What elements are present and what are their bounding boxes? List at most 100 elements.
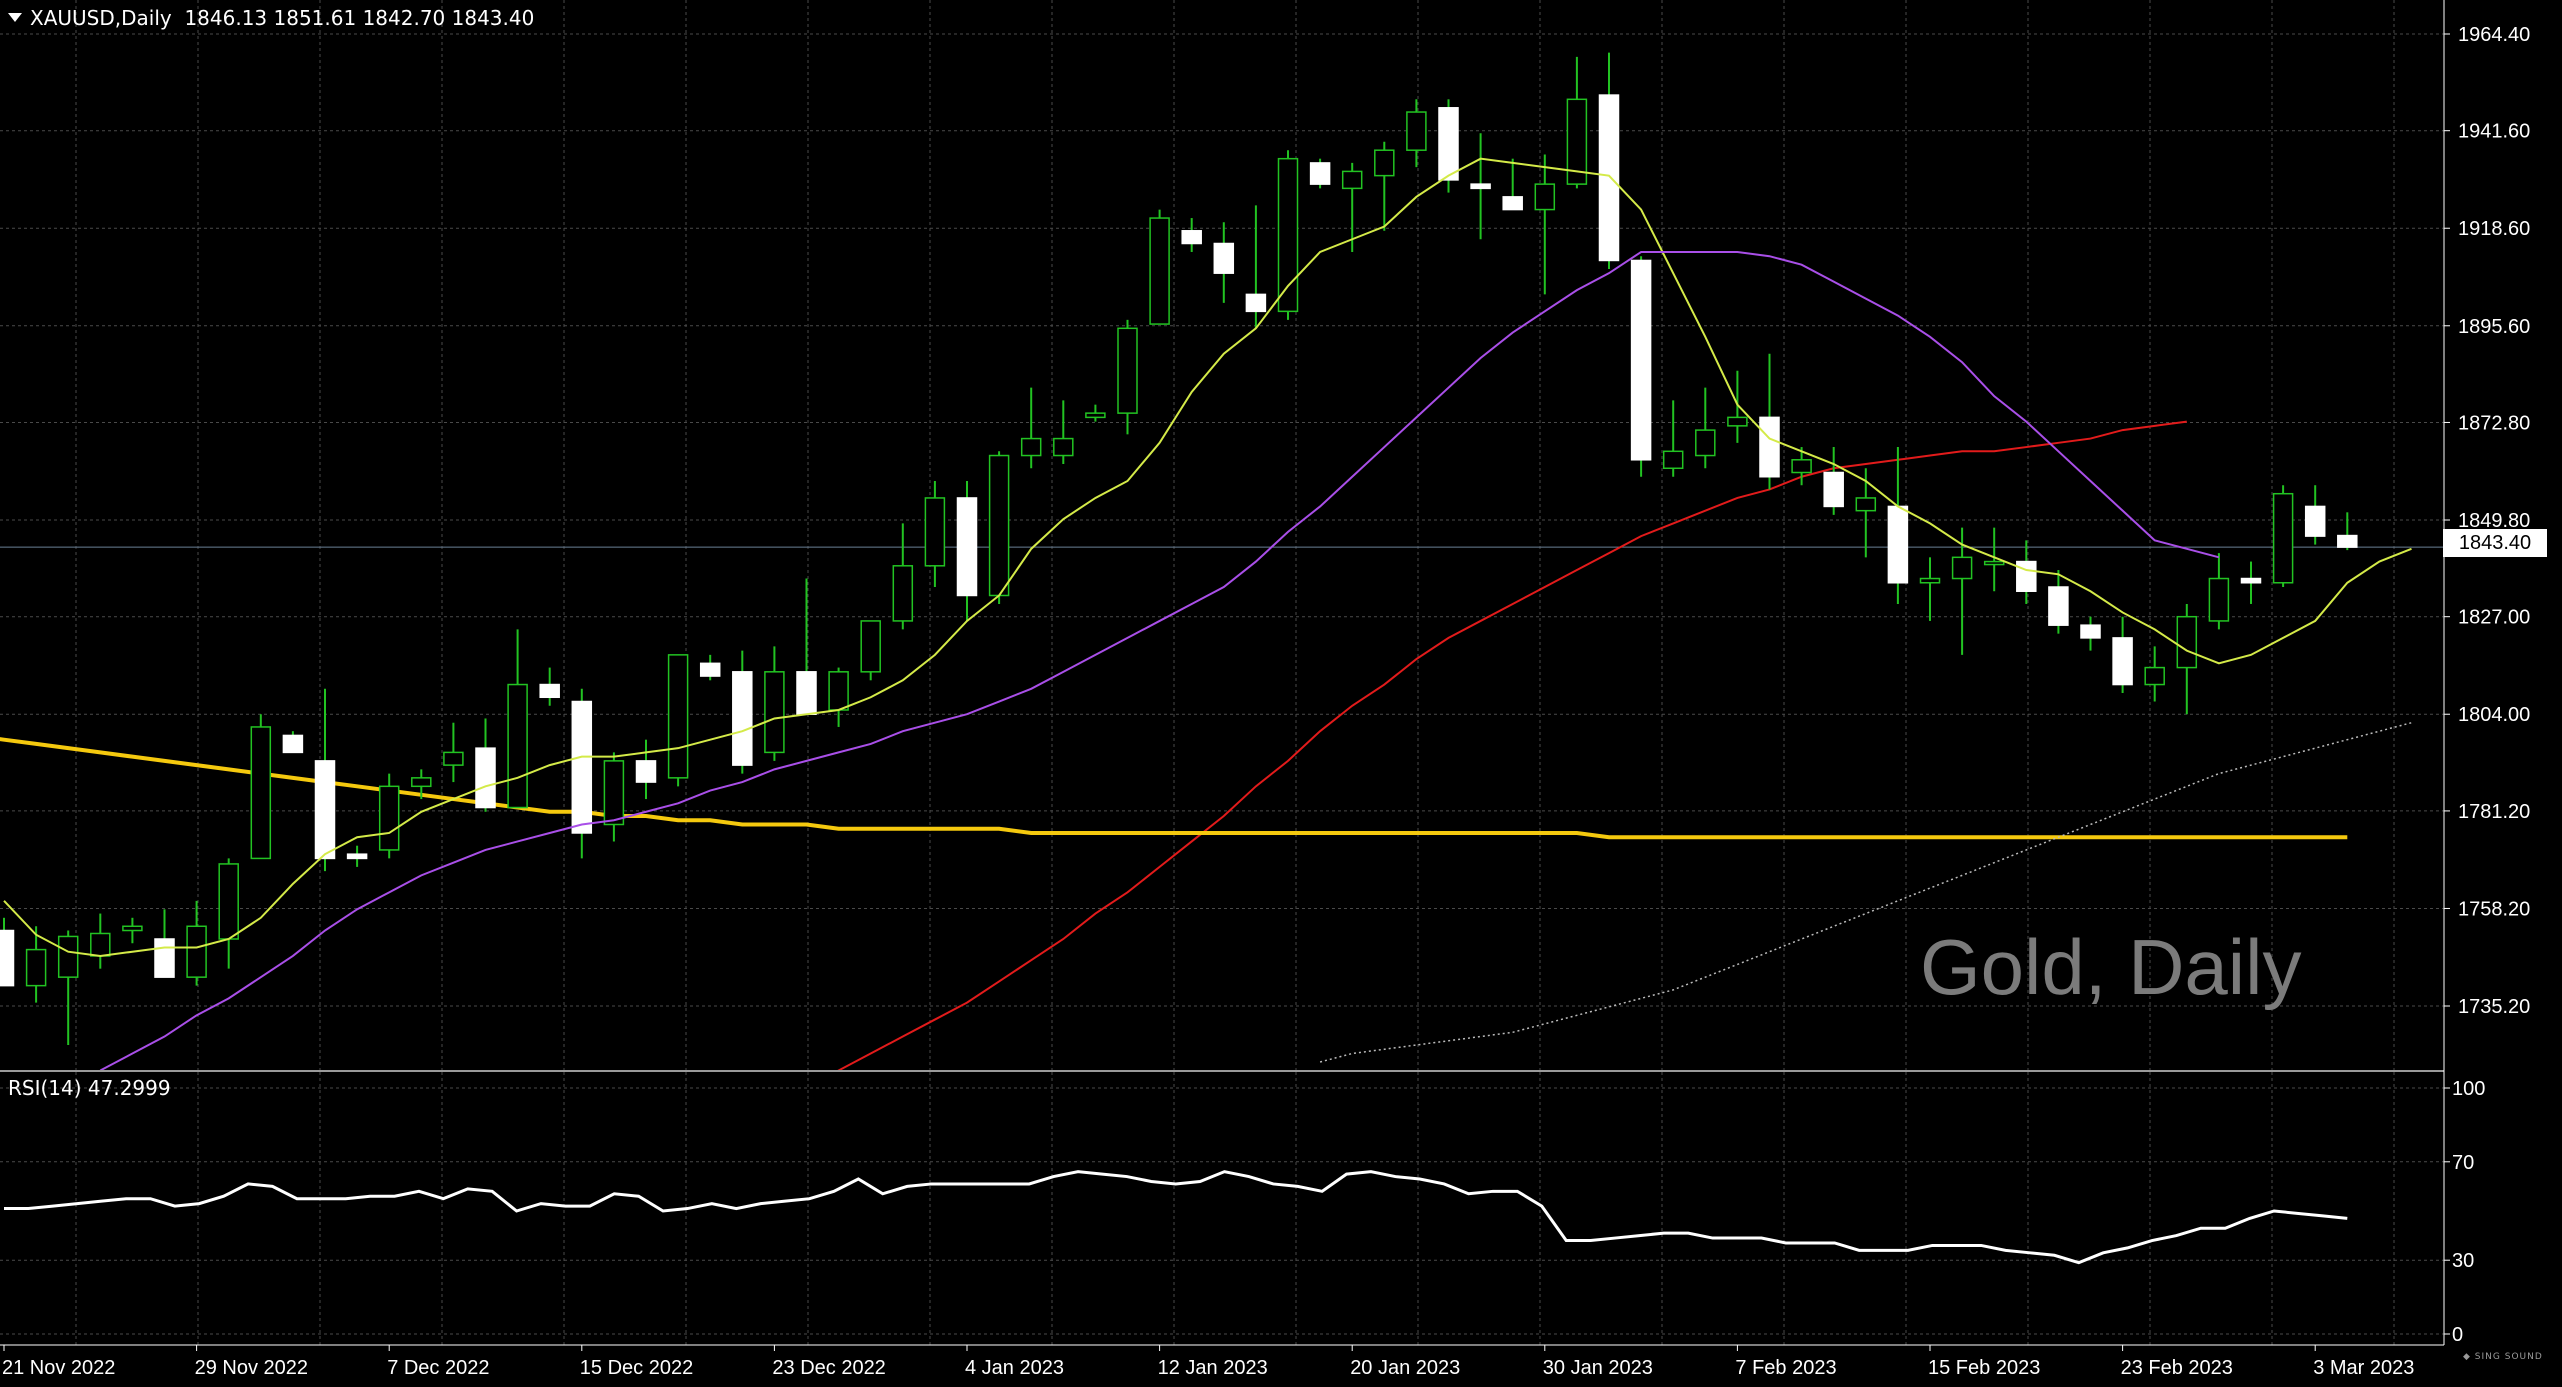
rsi-tick-label: 30 bbox=[2452, 1250, 2474, 1272]
candle-bearish bbox=[539, 683, 560, 699]
ma_fast-line bbox=[3, 157, 2412, 957]
rsi-tick-label: 0 bbox=[2452, 1324, 2463, 1346]
candle-bearish bbox=[1598, 94, 1620, 262]
candle-bullish bbox=[2272, 492, 2294, 584]
candle-bullish bbox=[90, 932, 111, 957]
time-tick-label: 4 Jan 2023 bbox=[965, 1357, 1064, 1379]
candle-bearish bbox=[1245, 293, 1267, 313]
candle-bullish bbox=[250, 726, 272, 860]
candle-bearish bbox=[2337, 534, 2358, 548]
price-tick-label: 1941.60 bbox=[2458, 121, 2530, 143]
ma_long_yellow-line bbox=[0, 737, 2348, 840]
price-tick-label: 1918.60 bbox=[2458, 218, 2530, 240]
candle-bullish bbox=[1534, 183, 1556, 211]
current-price-tag: 1843.40 bbox=[2443, 529, 2547, 557]
candle-bullish bbox=[1951, 556, 1973, 580]
price-tick-label: 1758.20 bbox=[2458, 898, 2530, 920]
time-tick-label: 20 Jan 2023 bbox=[1350, 1357, 1460, 1379]
candle-bearish bbox=[346, 853, 368, 860]
price-tick-label: 1827.00 bbox=[2458, 607, 2530, 629]
candle-bullish bbox=[2144, 666, 2165, 686]
candle-bullish bbox=[443, 751, 464, 766]
price-tick-label: 1849.80 bbox=[2458, 510, 2530, 532]
price-tick-label: 1735.20 bbox=[2458, 996, 2530, 1018]
price-tick-label: 1804.00 bbox=[2458, 704, 2530, 726]
candle-bullish bbox=[507, 683, 528, 809]
time-tick-label: 3 Mar 2023 bbox=[2313, 1357, 2414, 1379]
chart-watermark: Gold, Daily bbox=[1920, 923, 2302, 1011]
candle-bearish bbox=[0, 929, 15, 987]
candle-bearish bbox=[1470, 183, 1491, 190]
candle-bullish bbox=[764, 671, 785, 754]
rsi-tick-label: 100 bbox=[2452, 1078, 2485, 1100]
candle-bullish bbox=[122, 925, 143, 932]
candle-bearish bbox=[635, 760, 657, 783]
candle-bullish bbox=[1277, 157, 1299, 313]
time-tick-label: 7 Feb 2023 bbox=[1735, 1357, 1836, 1379]
candle-bullish bbox=[1341, 170, 1363, 190]
candle-bearish bbox=[796, 671, 817, 715]
candle-bullish bbox=[1791, 459, 1812, 474]
candle-bearish bbox=[1502, 196, 1523, 211]
candle-bullish bbox=[378, 785, 400, 851]
time-tick-label: 12 Jan 2023 bbox=[1158, 1357, 1268, 1379]
time-tick-label: 23 Dec 2022 bbox=[772, 1357, 885, 1379]
ma_slow-line bbox=[837, 420, 2187, 1070]
candle-bullish bbox=[1566, 98, 1588, 185]
candle-bearish bbox=[1823, 471, 1844, 508]
candle-bearish bbox=[282, 734, 304, 754]
candle-bearish bbox=[2048, 586, 2069, 626]
candle-bearish bbox=[2016, 560, 2037, 592]
price-tick-label: 1964.40 bbox=[2458, 24, 2530, 46]
rsi-line bbox=[4, 1170, 2348, 1265]
ohlc-values: 1846.13 1851.61 1842.70 1843.40 bbox=[184, 6, 535, 30]
main-pane bbox=[0, 52, 2444, 1070]
candle-bearish bbox=[154, 938, 175, 978]
time-tick-label: 30 Jan 2023 bbox=[1543, 1357, 1653, 1379]
chart-header: XAUUSD,Daily 1846.13 1851.61 1842.70 184… bbox=[8, 6, 534, 30]
candle-bullish bbox=[1662, 450, 1684, 470]
candle-bearish bbox=[1887, 505, 1909, 584]
candle-bearish bbox=[956, 497, 978, 597]
candle-bearish bbox=[1309, 162, 1331, 185]
price-tick-label: 1895.60 bbox=[2458, 316, 2530, 338]
candle-bearish bbox=[314, 760, 336, 860]
ma_medium-line bbox=[99, 250, 2220, 1070]
candle-bullish bbox=[1695, 429, 1716, 457]
candle-bullish bbox=[892, 565, 914, 622]
candle-bullish bbox=[1983, 560, 2005, 566]
candle-bullish bbox=[667, 654, 689, 779]
logo-text: SING SOUND bbox=[2474, 1352, 2543, 1362]
candle-bullish bbox=[860, 620, 881, 673]
candle-bullish bbox=[411, 777, 432, 788]
time-tick-label: 29 Nov 2022 bbox=[195, 1357, 308, 1379]
time-tick-label: 23 Feb 2023 bbox=[2121, 1357, 2233, 1379]
candle-bearish bbox=[2112, 637, 2133, 686]
time-tick-label: 15 Feb 2023 bbox=[1928, 1357, 2040, 1379]
candle-bullish bbox=[988, 454, 1010, 597]
candle-bearish bbox=[2240, 577, 2262, 584]
symbol-label: XAUUSD,Daily bbox=[30, 6, 172, 30]
broker-logo: ◆ SING SOUND bbox=[2463, 1352, 2543, 1362]
candle-bearish bbox=[1438, 107, 1459, 181]
time-tick-label: 21 Nov 2022 bbox=[2, 1357, 115, 1379]
price-tick-label: 1781.20 bbox=[2458, 801, 2530, 823]
price-tick-label: 1872.80 bbox=[2458, 412, 2530, 434]
candle-bearish bbox=[2080, 624, 2101, 639]
candle-bullish bbox=[1919, 577, 1941, 584]
candle-bullish bbox=[218, 863, 239, 940]
candle-bearish bbox=[732, 671, 753, 766]
candle-bearish bbox=[475, 747, 496, 809]
rsi-tick-label: 70 bbox=[2452, 1152, 2474, 1174]
candle-bearish bbox=[699, 662, 721, 677]
candle-bearish bbox=[1759, 416, 1780, 478]
candle-bullish bbox=[924, 497, 946, 567]
candle-bullish bbox=[1053, 437, 1074, 457]
candle-bullish bbox=[186, 925, 207, 978]
candle-bullish bbox=[1020, 437, 1042, 457]
candle-bullish bbox=[57, 935, 79, 978]
dropdown-triangle-icon[interactable] bbox=[8, 13, 22, 22]
time-tick-label: 15 Dec 2022 bbox=[580, 1357, 693, 1379]
candle-bullish bbox=[1374, 149, 1395, 177]
